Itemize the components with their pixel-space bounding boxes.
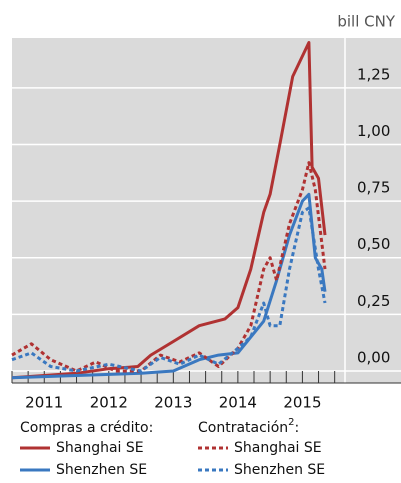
legend-group-title: Contratación2: <box>198 417 299 436</box>
legend-suffix: : <box>295 420 300 436</box>
series-line <box>11 161 327 373</box>
legend-title: Compras a crédito: <box>20 420 153 436</box>
x-tick-label: 2014 <box>219 394 257 412</box>
y-tick-label: 1,00 <box>357 122 390 140</box>
legend-label: Shanghai SE <box>234 440 322 456</box>
x-tick-label: 2013 <box>154 394 192 412</box>
x-tick-label: 2011 <box>25 394 63 412</box>
y-tick-label: 1,25 <box>357 65 390 83</box>
series-line <box>11 206 327 373</box>
plot-background <box>12 38 401 383</box>
legend-title: Contratación <box>198 420 288 436</box>
x-tick-label: 2015 <box>283 394 321 412</box>
y-tick-label: 0,50 <box>357 235 390 253</box>
y-tick-label: 0,25 <box>357 292 390 310</box>
y-tick-label: 0,75 <box>357 179 390 197</box>
legend-label: Shenzhen SE <box>56 462 147 478</box>
legend-group-title: Compras a crédito: <box>20 420 153 436</box>
series-line <box>11 41 327 380</box>
y-tick-label: 0,00 <box>357 348 390 366</box>
legend-label: Shenzhen SE <box>234 462 325 478</box>
legend-note: 2 <box>288 417 294 428</box>
unit-label: bill CNY <box>337 13 395 31</box>
legend-label: Shanghai SE <box>56 440 144 456</box>
x-tick-label: 2012 <box>90 394 128 412</box>
